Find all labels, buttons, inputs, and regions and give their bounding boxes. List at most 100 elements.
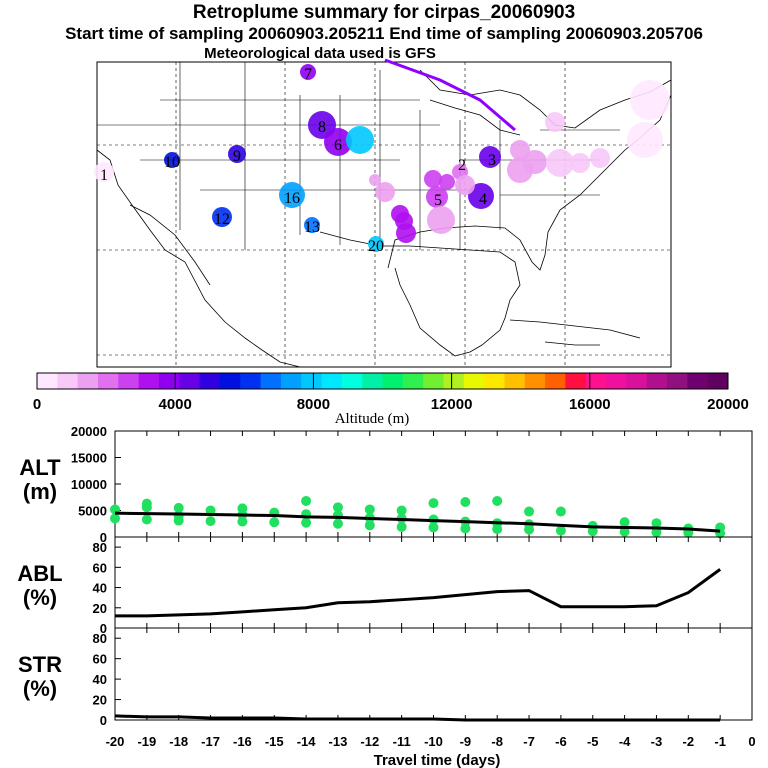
- plume-label: 2: [458, 157, 466, 174]
- altitude-point: [173, 502, 184, 513]
- x-tick-label: -6: [555, 734, 567, 749]
- y-tick-label: 0: [100, 530, 107, 545]
- x-tick-label: -13: [329, 734, 348, 749]
- colorbar-swatch: [362, 373, 383, 389]
- altitude-point: [205, 516, 216, 527]
- y-tick-label: 80: [93, 540, 107, 555]
- plume-marker: [395, 212, 413, 230]
- plume-marker: [630, 80, 670, 120]
- colorbar-swatch: [219, 373, 241, 389]
- colorbar-swatch: [280, 373, 302, 389]
- y-tick-label: 40: [93, 581, 107, 596]
- x-tick-label: -1: [714, 734, 726, 749]
- plume-marker: [346, 126, 374, 154]
- plume-marker: [479, 146, 501, 168]
- plume-label: 10: [164, 154, 180, 171]
- altitude-point: [555, 506, 566, 517]
- altitude-point: [110, 513, 120, 524]
- colorbar-tick-label: 4000: [159, 396, 192, 413]
- plume-marker: [455, 175, 475, 195]
- plume-label: 13: [304, 219, 320, 236]
- plume-label: 12: [214, 211, 230, 228]
- plume-marker: [304, 217, 320, 233]
- plume-marker: [546, 149, 574, 177]
- altitude-colorbar: 0 4000 8000 12000 16000 20000: [33, 372, 749, 413]
- y-tick-label: 80: [93, 631, 107, 646]
- colorbar-swatch: [524, 373, 546, 389]
- panel-label: ALT: [19, 455, 61, 480]
- colorbar-swatch: [97, 373, 119, 389]
- colorbar-swatch: [260, 373, 282, 389]
- altitude-point: [460, 523, 471, 534]
- plume-marker: [375, 182, 395, 202]
- colorbar-swatch: [463, 373, 485, 389]
- x-tick-label: -11: [393, 734, 411, 749]
- plume-marker: [510, 140, 530, 160]
- altitude-point: [428, 522, 439, 533]
- altitude-point: [364, 520, 375, 531]
- colorbar-tick-label: 12000: [431, 396, 473, 413]
- altitude-point: [364, 504, 375, 515]
- colorbar-swatch: [179, 373, 201, 389]
- plume-marker: [590, 148, 610, 168]
- y-tick-label: 15000: [71, 451, 107, 466]
- str-panel: 0 20 40 60 80 STR(%): [18, 627, 753, 728]
- altitude-point: [141, 514, 152, 525]
- colorbar-tick-label: 20000: [707, 396, 749, 413]
- plume-label: 3: [488, 152, 496, 169]
- plume-marker: [523, 150, 547, 174]
- panel-frame: [114, 627, 753, 721]
- plume-marker: [212, 207, 232, 227]
- altitude-point: [619, 526, 630, 537]
- x-tick-label: -16: [233, 734, 252, 749]
- plume-label: 5: [434, 192, 442, 209]
- plume-marker: [424, 170, 442, 188]
- x-tick-label: -5: [587, 734, 599, 749]
- altitude-point: [619, 517, 630, 528]
- plume-marker: [545, 112, 565, 132]
- plume-track-line: [384, 58, 516, 132]
- sampling-times: Start time of sampling 20060903.205211 E…: [65, 24, 703, 43]
- altitude-point: [651, 518, 662, 529]
- altitude-point: [524, 506, 535, 517]
- x-tick-label: -19: [137, 734, 156, 749]
- plume-label: 9: [233, 148, 241, 165]
- y-tick-label: 40: [93, 672, 107, 687]
- y-tick-label: 60: [93, 560, 107, 575]
- colorbar-swatch: [321, 373, 343, 389]
- altitude-point: [237, 503, 248, 514]
- colorbar-swatch: [667, 373, 688, 389]
- colorbar-swatch: [138, 373, 160, 389]
- x-tick-label: -14: [297, 734, 317, 749]
- plume-label: 7: [304, 66, 312, 83]
- colorbar-swatch: [37, 373, 58, 389]
- y-tick-label: 0: [100, 713, 107, 728]
- colorbar-swatch: [118, 373, 140, 389]
- y-tick-label: 10000: [71, 477, 107, 492]
- colorbar-swatch: [382, 373, 404, 389]
- altitude-point: [237, 516, 248, 527]
- altitude-point: [555, 525, 566, 536]
- colorbar-swatch: [687, 373, 709, 389]
- x-tick-label: -17: [201, 734, 220, 749]
- x-tick-label: -12: [360, 734, 379, 749]
- colorbar-swatch: [504, 373, 526, 389]
- colorbar-swatch: [301, 373, 323, 389]
- altitude-point: [492, 495, 503, 506]
- series-line: [114, 511, 721, 533]
- plume-marker: [427, 206, 455, 234]
- plume-marker: [468, 183, 494, 209]
- altitude-point: [301, 517, 312, 528]
- plume-marker: [426, 186, 448, 208]
- plume-marker: [627, 122, 663, 158]
- altitude-point: [396, 521, 407, 532]
- colorbar-tick-label: 0: [33, 396, 41, 413]
- altitude-point: [141, 498, 152, 509]
- plume-marker: [369, 174, 381, 186]
- altitude-point: [301, 495, 312, 506]
- map-frame: [96, 61, 672, 368]
- x-tick-label: -15: [265, 734, 284, 749]
- y-tick-label: 20: [93, 601, 107, 616]
